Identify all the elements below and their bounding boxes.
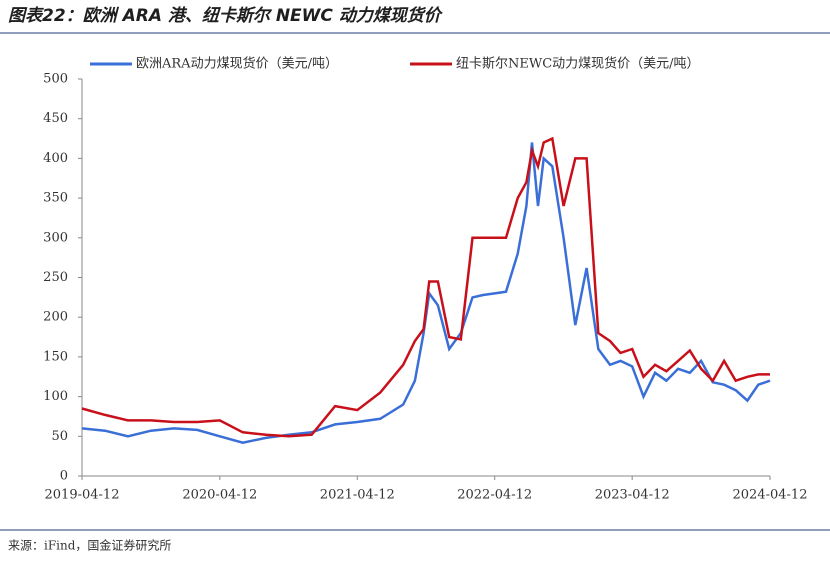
y-tick-label: 500 bbox=[43, 72, 68, 87]
y-tick-label: 0 bbox=[60, 469, 68, 484]
x-tick-label: 2020-04-12 bbox=[182, 488, 257, 503]
y-tick-label: 250 bbox=[43, 270, 68, 285]
y-tick-label: 300 bbox=[43, 230, 68, 245]
x-tick-label: 2023-04-12 bbox=[595, 488, 670, 503]
source-note: 来源：iFind，国金证券研究所 bbox=[8, 538, 171, 553]
x-tick-label: 2024-04-12 bbox=[733, 488, 808, 503]
y-tick-label: 100 bbox=[43, 389, 68, 404]
x-tick-label: 2019-04-12 bbox=[45, 488, 120, 503]
y-tick-label: 50 bbox=[51, 429, 68, 444]
y-tick-label: 400 bbox=[43, 151, 68, 166]
y-tick-label: 150 bbox=[43, 349, 68, 364]
x-tick-label: 2021-04-12 bbox=[320, 488, 395, 503]
y-tick-label: 450 bbox=[43, 111, 68, 126]
chart-title: 图表22：欧洲 ARA 港、纽卡斯尔 NEWC 动力煤现货价 bbox=[8, 6, 444, 26]
series-line bbox=[81, 136, 770, 438]
x-tick-label: 2022-04-12 bbox=[457, 488, 532, 503]
series-line bbox=[81, 142, 771, 444]
legend-label: 纽卡斯尔NEWC动力煤现货价（美元/吨） bbox=[456, 56, 700, 72]
y-tick-label: 200 bbox=[43, 310, 68, 325]
y-tick-label: 350 bbox=[43, 191, 68, 206]
legend-label: 欧洲ARA动力煤现货价（美元/吨） bbox=[136, 56, 338, 72]
